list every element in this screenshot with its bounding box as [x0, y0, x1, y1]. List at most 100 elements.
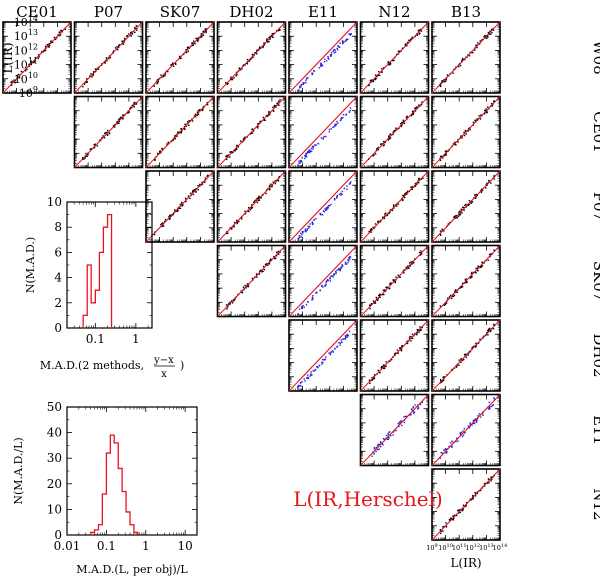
scatter-point [418, 33, 420, 35]
scatter-point [333, 48, 335, 51]
scatter-point [324, 58, 326, 60]
scatter-point [197, 189, 200, 191]
scatter-point [230, 151, 232, 153]
scatter-point [402, 120, 405, 122]
scatter-point [453, 141, 456, 144]
scatter-point [135, 25, 137, 27]
panel-ce01-vs-sk07 [145, 95, 215, 169]
scatter-point [312, 148, 314, 150]
scatter-point [404, 43, 407, 46]
scatter-point [310, 373, 312, 375]
scatter-point [250, 207, 252, 209]
scatter-point [342, 116, 344, 119]
scatter-point [387, 61, 389, 63]
scatter-point [307, 225, 309, 227]
scatter-point [307, 151, 310, 154]
scatter-point [243, 138, 245, 141]
scatter-point [272, 106, 274, 109]
scatter-point [446, 74, 449, 76]
scatter-point [263, 119, 265, 121]
scatter-point [455, 66, 457, 68]
scatter-point [315, 218, 317, 220]
scatter-point [484, 112, 486, 115]
scatter-point [229, 151, 231, 153]
scatter-point [304, 380, 306, 382]
scatter-point [268, 110, 270, 113]
scatter-point [268, 40, 270, 43]
scatter-point [460, 208, 463, 211]
scatter-point [325, 208, 328, 211]
scatter-point [303, 157, 306, 160]
scatter-point [476, 46, 478, 49]
scatter-point [298, 308, 301, 310]
scatter-point [339, 269, 342, 272]
scatter-point [374, 74, 377, 76]
scatter-point [445, 152, 447, 155]
scatter-point [197, 113, 200, 116]
scatter-point [247, 210, 250, 213]
scatter-point [164, 218, 167, 221]
scatter-point [329, 352, 331, 355]
scatter-point [325, 280, 328, 283]
scatter-point [330, 203, 332, 206]
scatter-point [346, 38, 348, 40]
scatter-point [471, 275, 473, 278]
scatter-point [341, 116, 343, 119]
scatter-point [420, 250, 422, 252]
scatter-point [194, 113, 197, 116]
scatter-point [339, 342, 341, 344]
panel-w08-vs-p07 [73, 21, 144, 94]
scatter-point [339, 268, 341, 270]
scatter-point [157, 153, 159, 155]
scatter-point [369, 79, 372, 82]
scatter-point [253, 200, 256, 202]
panel-sk07-vs-b13 [431, 244, 501, 318]
scatter-point [202, 105, 205, 108]
scatter-point [161, 225, 163, 228]
scatter-point [414, 107, 417, 109]
scatter-point [401, 121, 403, 124]
scatter-point [187, 50, 189, 52]
scatter-point [310, 374, 312, 376]
scatter-point [302, 304, 304, 307]
scatter-point [327, 56, 329, 58]
scatter-point [199, 183, 201, 186]
scatter-point [408, 262, 411, 264]
scatter-point [468, 204, 470, 206]
scatter-point [171, 214, 174, 216]
scatter-point [269, 38, 271, 40]
scatter-point [257, 122, 259, 125]
scatter-point [123, 41, 125, 43]
scatter-point [439, 305, 442, 307]
scatter-point [374, 78, 376, 80]
scatter-point [118, 45, 120, 47]
scatter-point [309, 375, 311, 377]
fit-line [296, 101, 352, 160]
scatter-point [41, 50, 43, 53]
scatter-point [456, 216, 458, 218]
scatter-point [350, 181, 352, 183]
scatter-point [383, 217, 386, 220]
scatter-point [175, 63, 177, 65]
scatter-point [269, 113, 271, 116]
scatter-point [445, 150, 448, 152]
scatter-point [368, 304, 371, 306]
scatter-point [329, 54, 332, 56]
scatter-point [234, 150, 236, 152]
panel-w08-vs-sk07 [145, 21, 215, 94]
scatter-point [377, 294, 380, 297]
scatter-point [108, 132, 111, 134]
scatter-point [338, 269, 340, 271]
scatter-point [330, 52, 333, 54]
scatter-point [185, 51, 188, 54]
scatter-point [444, 154, 446, 156]
scatter-point [321, 284, 323, 287]
scatter-point [405, 116, 408, 119]
scatter-point [478, 43, 481, 45]
scatter-point [299, 384, 301, 387]
scatter-point [330, 55, 332, 57]
scatter-point [445, 78, 448, 81]
scatter-point [102, 135, 104, 137]
scatter-point [191, 190, 194, 192]
scatter-point [14, 81, 16, 84]
